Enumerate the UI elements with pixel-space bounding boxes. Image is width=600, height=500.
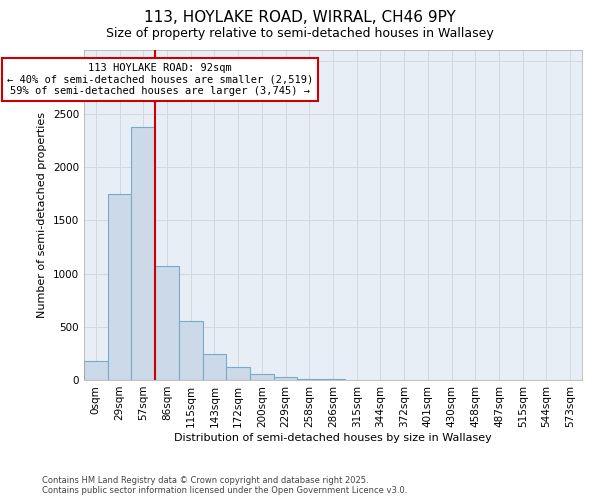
Bar	[226, 367, 250, 380]
Y-axis label: Number of semi-detached properties: Number of semi-detached properties	[37, 112, 47, 318]
Text: Size of property relative to semi-detached houses in Wallasey: Size of property relative to semi-detach…	[106, 28, 494, 40]
X-axis label: Distribution of semi-detached houses by size in Wallasey: Distribution of semi-detached houses by …	[174, 432, 492, 442]
Bar	[84, 362, 108, 380]
Bar	[155, 266, 179, 380]
Bar	[250, 374, 274, 380]
Text: Contains HM Land Registry data © Crown copyright and database right 2025.
Contai: Contains HM Land Registry data © Crown c…	[42, 476, 407, 495]
Bar	[179, 322, 203, 380]
Bar	[298, 379, 321, 380]
Bar	[131, 127, 155, 380]
Text: 113, HOYLAKE ROAD, WIRRAL, CH46 9PY: 113, HOYLAKE ROAD, WIRRAL, CH46 9PY	[144, 10, 456, 25]
Text: 113 HOYLAKE ROAD: 92sqm
← 40% of semi-detached houses are smaller (2,519)
59% of: 113 HOYLAKE ROAD: 92sqm ← 40% of semi-de…	[7, 63, 313, 96]
Bar	[274, 377, 298, 380]
Bar	[108, 194, 131, 380]
Bar	[203, 354, 226, 380]
